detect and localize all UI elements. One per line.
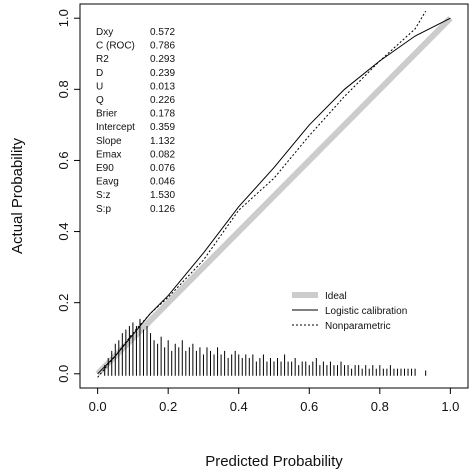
x-tick-label: 0.2 xyxy=(159,399,177,414)
stat-value: 0.572 xyxy=(150,27,175,38)
stat-label: U xyxy=(96,81,103,92)
stat-label: Emax xyxy=(96,149,122,160)
legend-label: Nonparametric xyxy=(325,321,391,332)
stat-label: E90 xyxy=(96,163,114,174)
stat-value: 0.239 xyxy=(150,68,175,79)
x-tick-label: 0.4 xyxy=(230,399,248,414)
stat-label: Intercept xyxy=(96,122,135,133)
rug-layer xyxy=(104,318,427,376)
stats-table: Dxy 0.572 C (ROC) 0.786 R2 0.293 D 0.239 U 0.013 Q… xyxy=(96,27,175,215)
y-axis-title: Actual Probability xyxy=(9,138,26,254)
x-tick-label: 0.8 xyxy=(371,399,389,414)
stat-value: 0.046 xyxy=(150,177,175,188)
ideal-layer xyxy=(95,16,453,376)
y-tick-label: 1.0 xyxy=(56,9,71,27)
stat-value: 0.082 xyxy=(150,149,175,160)
stat-value: 0.076 xyxy=(150,163,175,174)
x-axis-title: Predicted Probability xyxy=(205,453,343,470)
stat-label: C (ROC) xyxy=(96,41,135,52)
stat-label: Eavg xyxy=(96,177,119,188)
y-tick-label: 0.4 xyxy=(56,223,71,241)
x-axis: 0.0 0.2 0.4 0.6 0.8 1.0 xyxy=(89,387,459,414)
stat-label: D xyxy=(96,68,103,79)
stat-value: 0.126 xyxy=(150,204,175,215)
x-tick-label: 0.0 xyxy=(89,399,107,414)
stat-value: 1.132 xyxy=(150,136,175,147)
stat-value: 0.013 xyxy=(150,81,175,92)
series-ideal-line xyxy=(95,16,453,376)
stat-label: Q xyxy=(96,95,104,106)
x-tick-label: 1.0 xyxy=(441,399,459,414)
stat-label: S:p xyxy=(96,204,111,215)
stat-label: Dxy xyxy=(96,27,113,38)
series-layer xyxy=(97,10,451,378)
series-nonparametric-line xyxy=(97,10,427,378)
stat-label: R2 xyxy=(96,54,109,65)
stat-value: 0.293 xyxy=(150,54,175,65)
stat-value: 1.530 xyxy=(150,190,175,201)
x-tick-label: 0.6 xyxy=(300,399,318,414)
stat-label: S:z xyxy=(96,190,110,201)
stat-value: 0.178 xyxy=(150,109,175,120)
stat-label: Brier xyxy=(96,109,118,120)
y-tick-label: 0.0 xyxy=(56,365,71,383)
y-axis: 0.0 0.2 0.4 0.6 0.8 1.0 xyxy=(56,9,81,383)
stat-value: 0.359 xyxy=(150,122,175,133)
stat-value: 0.786 xyxy=(150,41,175,52)
stat-label: Slope xyxy=(96,136,122,147)
legend-label: Ideal xyxy=(325,291,347,302)
y-tick-label: 0.2 xyxy=(56,294,71,312)
y-tick-label: 0.6 xyxy=(56,151,71,169)
y-tick-label: 0.8 xyxy=(56,80,71,98)
legend: Ideal Logistic calibration Nonparametric xyxy=(292,291,407,332)
legend-label: Logistic calibration xyxy=(325,306,407,317)
stat-value: 0.226 xyxy=(150,95,175,106)
